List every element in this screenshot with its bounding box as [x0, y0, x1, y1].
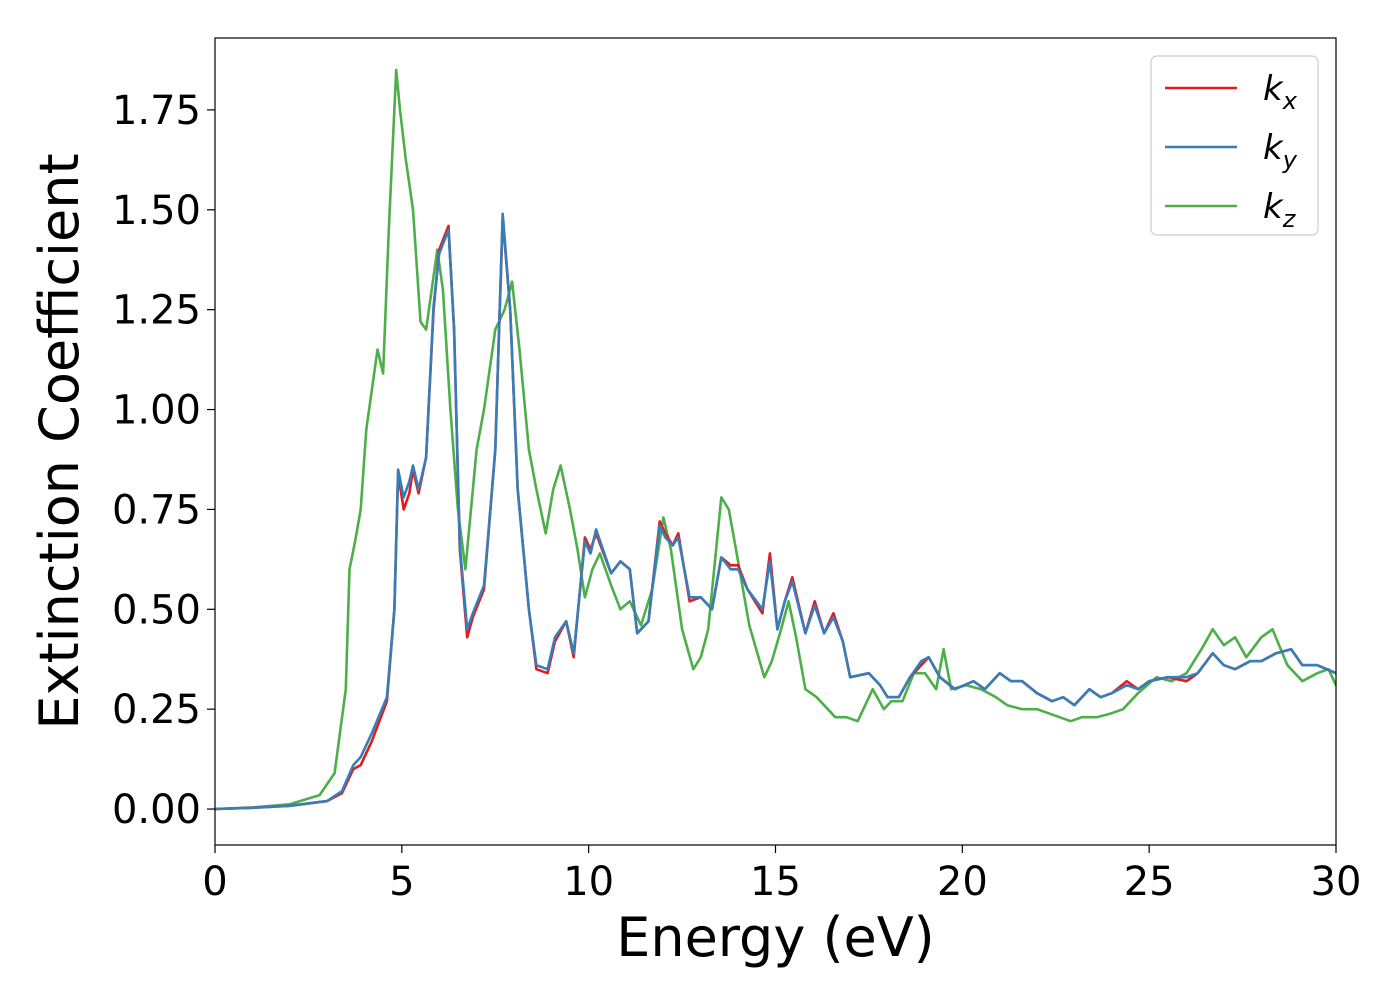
legend-label-x: kx — [1263, 69, 1298, 115]
x-tick-label: 15 — [750, 859, 801, 905]
series-layer — [215, 68, 1336, 811]
y-tick-label: 0.25 — [112, 687, 201, 733]
x-tick-label: 25 — [1124, 859, 1175, 905]
y-axis-label: Extinction Coefficient — [28, 153, 91, 729]
x-axis: 0 5 10 15 20 25 30 — [202, 845, 1361, 905]
x-tick-label: 30 — [1311, 859, 1362, 905]
series-line-z — [215, 68, 1336, 811]
legend: kx ky kz — [1150, 55, 1319, 236]
y-tick-label: 0.50 — [112, 587, 201, 633]
x-axis-label: Energy (eV) — [616, 906, 935, 969]
x-tick-label: 0 — [202, 859, 227, 905]
legend-label-z: kz — [1263, 187, 1297, 233]
y-tick-label: 0.00 — [112, 787, 201, 833]
y-tick-label: 0.75 — [112, 487, 201, 533]
y-axis: 0.00 0.25 0.50 0.75 1.00 1.25 1.50 1.75 — [112, 88, 215, 833]
y-tick-label: 1.00 — [112, 388, 201, 434]
y-tick-label: 1.50 — [112, 188, 201, 234]
x-tick-label: 20 — [937, 859, 988, 905]
y-tick-label: 1.25 — [112, 288, 201, 334]
x-tick-label: 5 — [389, 859, 414, 905]
y-tick-label: 1.75 — [112, 88, 201, 134]
series-line-y — [215, 212, 1336, 811]
x-tick-label: 10 — [563, 859, 614, 905]
legend-box — [1150, 55, 1319, 236]
legend-label-y: ky — [1263, 128, 1298, 174]
